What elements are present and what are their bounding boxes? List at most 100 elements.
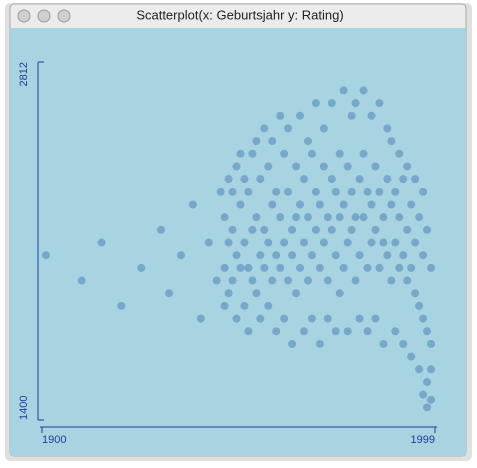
point bbox=[307, 251, 316, 260]
point bbox=[327, 175, 336, 184]
point bbox=[427, 339, 436, 348]
point bbox=[407, 263, 416, 272]
point bbox=[331, 187, 340, 196]
point bbox=[343, 238, 352, 247]
point bbox=[232, 251, 241, 260]
point bbox=[240, 175, 249, 184]
point bbox=[335, 289, 344, 298]
point bbox=[407, 352, 416, 361]
point bbox=[244, 187, 253, 196]
point bbox=[399, 339, 408, 348]
point bbox=[387, 200, 396, 209]
point bbox=[188, 200, 197, 209]
point bbox=[359, 86, 368, 95]
point bbox=[383, 175, 392, 184]
plot-area bbox=[10, 28, 466, 456]
point bbox=[375, 99, 384, 108]
point bbox=[327, 99, 336, 108]
point bbox=[415, 365, 424, 374]
close-button[interactable] bbox=[17, 9, 31, 23]
point bbox=[292, 289, 301, 298]
point bbox=[264, 238, 273, 247]
point bbox=[319, 124, 328, 133]
point bbox=[327, 225, 336, 234]
point bbox=[284, 124, 293, 133]
point bbox=[427, 395, 436, 404]
point bbox=[391, 187, 400, 196]
point bbox=[367, 238, 376, 247]
zoom-button[interactable] bbox=[57, 9, 71, 23]
point bbox=[248, 149, 257, 158]
point bbox=[276, 213, 285, 222]
point bbox=[371, 225, 380, 234]
point bbox=[228, 187, 237, 196]
point bbox=[284, 187, 293, 196]
point bbox=[196, 314, 205, 323]
point bbox=[276, 263, 285, 272]
point bbox=[264, 162, 273, 171]
point bbox=[307, 314, 316, 323]
point bbox=[228, 225, 237, 234]
point bbox=[300, 238, 308, 247]
point bbox=[248, 276, 257, 285]
point bbox=[375, 187, 384, 196]
point bbox=[300, 327, 308, 336]
point bbox=[288, 251, 297, 260]
point bbox=[371, 314, 380, 323]
point bbox=[411, 238, 420, 247]
point bbox=[383, 124, 392, 133]
point bbox=[315, 263, 324, 272]
point bbox=[423, 403, 432, 412]
point bbox=[220, 263, 229, 272]
point bbox=[41, 251, 50, 260]
point bbox=[296, 200, 305, 209]
point bbox=[244, 327, 253, 336]
point bbox=[284, 276, 293, 285]
point bbox=[411, 175, 420, 184]
point bbox=[419, 251, 428, 260]
point bbox=[224, 175, 233, 184]
point bbox=[367, 200, 376, 209]
point bbox=[303, 137, 312, 146]
point bbox=[268, 200, 277, 209]
point bbox=[224, 238, 233, 247]
point bbox=[157, 225, 166, 234]
point bbox=[236, 200, 245, 209]
point bbox=[403, 276, 412, 285]
point bbox=[355, 314, 364, 323]
point bbox=[323, 213, 332, 222]
point bbox=[256, 314, 265, 323]
point bbox=[240, 301, 249, 310]
point bbox=[395, 263, 404, 272]
point bbox=[248, 225, 257, 234]
point bbox=[363, 187, 372, 196]
point bbox=[331, 327, 340, 336]
point bbox=[427, 365, 436, 374]
point bbox=[204, 238, 213, 247]
point bbox=[77, 276, 86, 285]
point bbox=[244, 263, 253, 272]
point bbox=[288, 339, 297, 348]
point bbox=[387, 276, 396, 285]
point bbox=[419, 314, 428, 323]
point bbox=[387, 137, 396, 146]
point bbox=[347, 111, 356, 120]
point bbox=[176, 251, 185, 260]
point bbox=[323, 276, 332, 285]
point bbox=[371, 162, 380, 171]
point bbox=[351, 99, 360, 108]
point bbox=[216, 187, 225, 196]
point bbox=[343, 162, 352, 171]
minimize-button[interactable] bbox=[37, 9, 51, 23]
point bbox=[303, 276, 312, 285]
point bbox=[165, 289, 174, 298]
point bbox=[268, 137, 277, 146]
point bbox=[212, 276, 221, 285]
point bbox=[351, 213, 360, 222]
point bbox=[300, 175, 308, 184]
point bbox=[137, 263, 146, 272]
point bbox=[335, 213, 344, 222]
y-tick-label: 1400 bbox=[18, 396, 30, 420]
